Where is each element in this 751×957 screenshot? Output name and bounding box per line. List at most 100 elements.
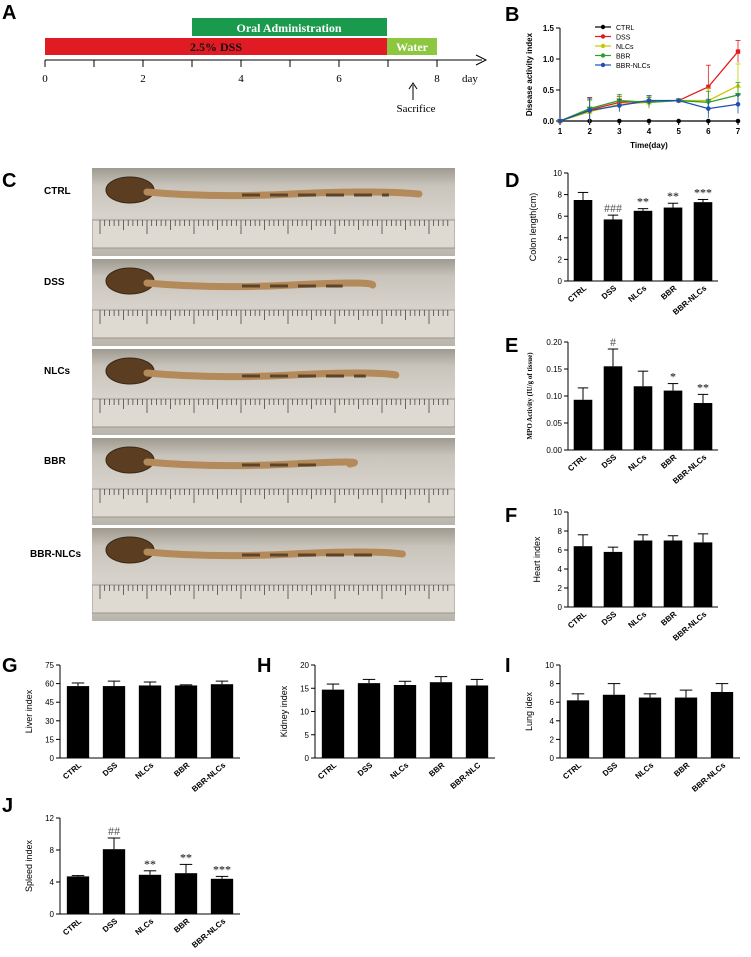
y-tick-label: 8 bbox=[550, 680, 555, 689]
bar bbox=[429, 682, 453, 758]
bar bbox=[693, 202, 713, 281]
x-tick-label: NLCs bbox=[633, 760, 655, 781]
x-tick-label: CTRL bbox=[566, 453, 588, 474]
panel-label-g: G bbox=[2, 655, 18, 677]
series-point bbox=[617, 103, 622, 108]
x-tick-label: NLCs bbox=[626, 452, 648, 473]
bar bbox=[633, 386, 653, 450]
series-point bbox=[706, 84, 711, 90]
y-tick-label: 0 bbox=[558, 603, 563, 612]
x-tick-label: 4 bbox=[647, 127, 652, 136]
y-axis-label: MPO Activity (IU/g of tissue) bbox=[526, 352, 534, 440]
colon-photo bbox=[92, 349, 455, 435]
x-tick-label: DSS bbox=[601, 760, 620, 778]
y-axis-label: Spleed index bbox=[24, 839, 34, 892]
y-axis-label: Colon length(cm) bbox=[528, 193, 538, 262]
significance-label: ** bbox=[637, 195, 649, 209]
y-tick-label: 0 bbox=[50, 910, 55, 919]
x-tick-label: NLCs bbox=[626, 609, 648, 630]
timeline-arrow-icon bbox=[475, 54, 488, 66]
chart-d-colon-length: 0 2 4 6 8 10 Colon length(cm) CTRL ### DSS ** NLCs *… bbox=[528, 169, 718, 317]
bar bbox=[174, 873, 198, 914]
series-point bbox=[735, 49, 741, 54]
x-tick-label: BBR-NLCs bbox=[190, 916, 228, 950]
colon-photo-drawing bbox=[92, 536, 455, 614]
x-tick-label: BBR-NLCs bbox=[671, 609, 709, 643]
x-tick-label: BBR bbox=[659, 453, 678, 471]
series-point bbox=[676, 98, 681, 103]
y-tick-label: 75 bbox=[45, 661, 54, 670]
bar bbox=[102, 686, 126, 758]
x-tick-label: BBR bbox=[659, 610, 678, 628]
bar bbox=[573, 399, 593, 450]
bar bbox=[674, 697, 698, 758]
legend-label: NLCs bbox=[616, 44, 634, 51]
colon-photo-drawing bbox=[92, 267, 455, 339]
bar bbox=[465, 685, 489, 758]
y-tick-label: 4 bbox=[558, 234, 563, 243]
y-tick-label: 0 bbox=[550, 754, 555, 763]
sacrifice-arrow-icon bbox=[408, 82, 418, 90]
series-point bbox=[557, 118, 563, 124]
y-tick-label: 4 bbox=[50, 878, 55, 887]
water-bar bbox=[387, 38, 437, 55]
x-axis-label: Time(day) bbox=[630, 141, 668, 150]
y-tick-label: 10 bbox=[553, 169, 562, 178]
significance-label: ** bbox=[667, 189, 679, 203]
y-tick-label: 2 bbox=[558, 255, 563, 264]
panel-label-j: J bbox=[2, 795, 14, 817]
x-tick-label: DSS bbox=[600, 452, 619, 470]
panel-label-i: I bbox=[505, 655, 511, 677]
x-tick-label: BBR-NLCs bbox=[671, 283, 709, 317]
legend-marker bbox=[600, 62, 606, 68]
bar bbox=[603, 551, 623, 607]
x-tick-label: NLCs bbox=[626, 283, 648, 304]
colon-shape bbox=[143, 369, 400, 381]
bar bbox=[321, 689, 345, 758]
water-label: Water bbox=[396, 40, 429, 54]
x-tick-label: BBR bbox=[427, 761, 446, 779]
chart-b-disease-activity: 0.0 0.5 1.0 1.5 1 2 3 4 5 6 7 Time(day) Disease acti… bbox=[525, 24, 741, 150]
series-point bbox=[587, 108, 592, 113]
bar bbox=[710, 691, 734, 758]
series-point bbox=[646, 98, 652, 103]
y-tick-label: 0.10 bbox=[546, 392, 562, 401]
bar bbox=[66, 686, 90, 758]
y-tick-label: 60 bbox=[45, 680, 54, 689]
series-line bbox=[559, 51, 739, 122]
bar bbox=[357, 683, 381, 758]
colon-photo-drawing bbox=[92, 446, 455, 518]
x-tick-label: NLCs bbox=[133, 916, 155, 937]
series-point bbox=[735, 101, 741, 107]
significance-label: # bbox=[610, 335, 616, 349]
bar bbox=[66, 876, 90, 914]
series-point bbox=[706, 118, 711, 124]
y-tick-label: 20 bbox=[300, 661, 309, 670]
series-point bbox=[735, 118, 741, 124]
bar bbox=[693, 542, 713, 607]
y-tick-label: 0.05 bbox=[546, 419, 562, 428]
series-point bbox=[617, 118, 622, 124]
panel-label-f: F bbox=[505, 505, 518, 527]
x-tick-label: NLCs bbox=[388, 760, 410, 781]
y-axis-label: Kidney index bbox=[279, 685, 289, 737]
y-axis-label: Disease activity index bbox=[525, 32, 534, 116]
ruler-shape bbox=[92, 488, 455, 518]
chart-j-spleen-index: 0 4 8 12 Spleed index CTRL ## DSS ** NLCs ** BBR ***… bbox=[24, 814, 240, 950]
y-tick-label: 10 bbox=[553, 508, 562, 517]
significance-label: *** bbox=[694, 185, 712, 199]
photo-label: BBR bbox=[44, 455, 66, 467]
x-tick-label: DSS bbox=[600, 609, 619, 627]
colon-shape bbox=[143, 548, 406, 560]
ruler-shape bbox=[92, 584, 455, 614]
colon-photo-drawing bbox=[92, 357, 455, 428]
timeline-tick-label: 2 bbox=[140, 73, 146, 85]
x-tick-label: BBR bbox=[659, 284, 678, 302]
panel-label-e: E bbox=[505, 335, 519, 357]
y-tick-label: 8 bbox=[558, 191, 563, 200]
y-tick-label: 5 bbox=[305, 731, 310, 740]
y-tick-label: 0.15 bbox=[546, 365, 562, 374]
oral-administration-label: Oral Administration bbox=[236, 21, 341, 35]
chart-h-kidney-index: 0 5 10 15 20 Kidney index CTRL DSS NLCs BBR BBR-NL… bbox=[279, 661, 495, 791]
x-tick-label: CTRL bbox=[61, 917, 83, 938]
